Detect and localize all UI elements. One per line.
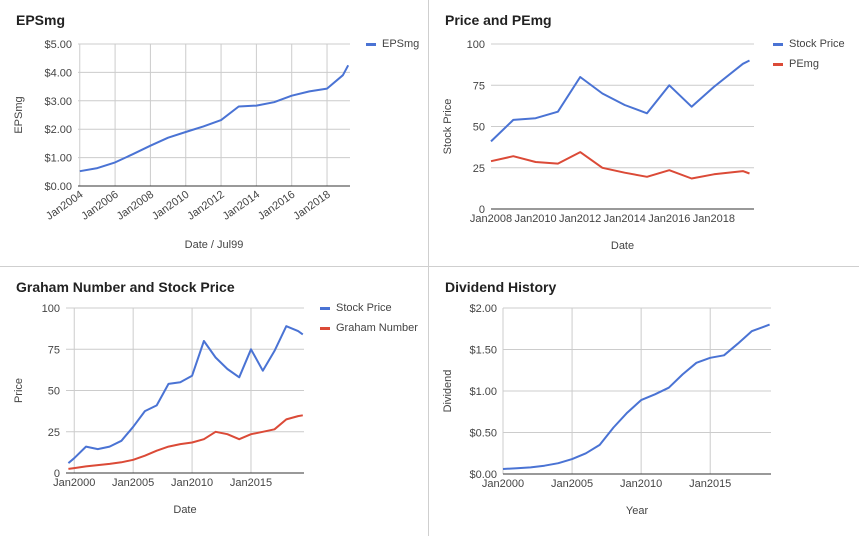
y-axis-title: Stock Price [442, 99, 454, 155]
legend-label: PEmg [789, 58, 819, 70]
y-axis-title: Price [13, 378, 25, 403]
legend-label: Stock Price [336, 302, 392, 314]
legend-swatch [773, 63, 783, 66]
x-tick-label: Jan2010 [620, 478, 662, 490]
x-axis-title: Date / Jul99 [185, 239, 244, 251]
series-line [490, 151, 750, 180]
x-tick-label: Jan2015 [230, 477, 272, 489]
legend-swatch [366, 43, 376, 46]
dividend-history-chart-panel: Dividend History $0.00 $0.50 $1.00 $1.50 $2.… [429, 267, 859, 536]
y-tick-label: 50 [473, 122, 485, 134]
x-axis-title: Date [611, 240, 634, 252]
y-tick-label: $1.00 [469, 386, 497, 398]
y-axis-title: Dividend [442, 370, 454, 413]
y-tick-label: $0.50 [469, 428, 497, 440]
x-tick-label: Jan2006 [79, 189, 120, 223]
series-line [502, 323, 770, 470]
chart-title: EPSmg [16, 12, 66, 28]
series-line [79, 64, 350, 173]
chart-title: Price and PEmg [445, 12, 552, 28]
y-tick-label: 25 [48, 427, 60, 439]
graham-number-chart: 0 25 50 75 100 Jan2000 Jan2005 Jan2010 Jan2015 Da… [13, 302, 418, 516]
epsmg-chart: $0.00$1.00$2.00$3.00$4.00$5.00Jan2004Jan… [13, 38, 419, 251]
series-line [490, 59, 750, 143]
x-tick-label: Jan2010 [171, 477, 213, 489]
x-tick-label: Jan2010 [514, 213, 556, 225]
x-tick-label: Jan2012 [559, 213, 601, 225]
y-tick-label: 0 [54, 468, 60, 480]
series-line [67, 325, 304, 464]
x-tick-label: Jan2000 [482, 478, 524, 490]
x-tick-label: Jan2008 [115, 189, 156, 223]
y-tick-label: 75 [48, 344, 60, 356]
y-tick-label: $2.00 [44, 124, 72, 136]
legend-label: EPSmg [382, 38, 419, 50]
legend-swatch [773, 43, 783, 46]
x-tick-label: Jan2004 [44, 189, 85, 223]
x-tick-label: Jan2018 [693, 213, 735, 225]
x-tick-label: Jan2005 [551, 478, 593, 490]
y-tick-label: $0.00 [469, 469, 497, 481]
x-tick-label: Jan2016 [256, 189, 297, 223]
chart-title: Graham Number and Stock Price [16, 279, 235, 295]
legend-label: Graham Number [336, 322, 418, 334]
y-tick-label: $0.00 [44, 181, 72, 193]
y-tick-label: 75 [473, 80, 485, 92]
series-line [68, 414, 303, 470]
legend-label: Stock Price [789, 38, 845, 50]
y-tick-label: $3.00 [44, 96, 72, 108]
x-tick-label: Jan2000 [53, 477, 95, 489]
x-tick-label: Jan2010 [150, 189, 191, 223]
y-tick-label: $1.50 [469, 345, 497, 357]
x-tick-label: Jan2005 [112, 477, 154, 489]
price-pemg-chart-panel: Price and PEmg 0 25 50 75 100 Jan2008 Jan2010 J… [429, 0, 859, 267]
x-axis-title: Date [173, 504, 196, 516]
y-axis-title: EPSmg [13, 96, 25, 133]
legend-swatch [320, 307, 330, 310]
x-tick-label: Jan2012 [185, 189, 226, 223]
y-tick-label: $1.00 [44, 153, 72, 165]
x-tick-label: Jan2015 [689, 478, 731, 490]
x-tick-label: Jan2014 [604, 213, 646, 225]
x-axis-title: Year [626, 505, 649, 517]
x-tick-label: Jan2016 [648, 213, 690, 225]
x-tick-label: Jan2014 [221, 189, 262, 223]
x-tick-label: Jan2018 [291, 189, 332, 223]
y-tick-label: 100 [42, 303, 60, 315]
epsmg-chart-panel: EPSmg $0.00 $1.00 $2.00 $3.00 $4.00 $5.00 Jan2… [0, 0, 429, 267]
y-tick-label: 0 [479, 204, 485, 216]
y-tick-label: $4.00 [44, 67, 72, 79]
y-tick-label: 50 [48, 386, 60, 398]
y-tick-label: 100 [467, 39, 485, 51]
graham-number-chart-panel: Graham Number and Stock Price 0 25 50 75 100… [0, 267, 429, 536]
y-tick-label: 25 [473, 163, 485, 175]
y-tick-label: $2.00 [469, 303, 497, 315]
legend-swatch [320, 327, 330, 330]
chart-title: Dividend History [445, 279, 557, 295]
y-tick-label: $5.00 [44, 39, 72, 51]
dividend-history-chart: $0.00 $0.50 $1.00 $1.50 $2.00 Jan2000 Jan2005 J… [442, 303, 771, 517]
x-tick-label: Jan2008 [470, 213, 512, 225]
